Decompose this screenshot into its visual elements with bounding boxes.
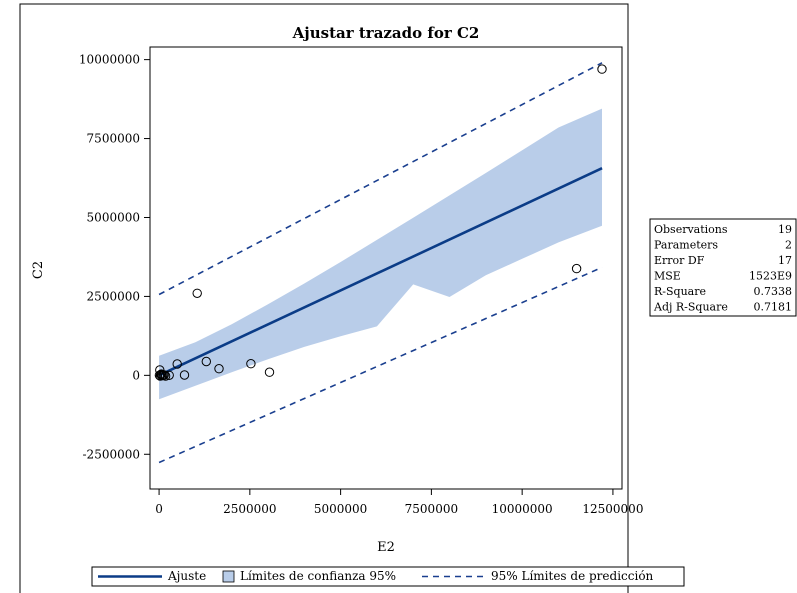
stats-value: 2: [785, 239, 792, 252]
data-point: [179, 370, 190, 380]
legend-confidence-swatch: [222, 570, 235, 583]
prediction-lower-line: [158, 266, 603, 464]
x-tick-label: 12500000: [582, 502, 643, 516]
y-tick-label: 0: [132, 368, 140, 382]
x-tick-label: 2500000: [223, 502, 276, 516]
stats-value: 0.7338: [754, 285, 793, 298]
x-tick-label: 7500000: [405, 502, 458, 516]
data-point: [159, 370, 169, 380]
y-axis: -2500000 0 2500000 5000000 7500000 10000000: [79, 53, 150, 461]
stats-value: 17: [778, 254, 792, 267]
data-point: [154, 370, 165, 380]
stats-label: Parameters: [654, 239, 718, 252]
fit-line: [158, 167, 603, 377]
stats-label: Adj R-Square: [653, 301, 728, 314]
stats-label: R-Square: [654, 285, 706, 298]
y-tick-label: 5000000: [87, 210, 140, 224]
data-point: [201, 356, 212, 367]
x-axis-label: E2: [377, 540, 395, 555]
data-point: [246, 359, 256, 369]
stats-value: 0.7181: [754, 301, 793, 314]
data-point: [264, 367, 275, 377]
figure-border: [19, 3, 629, 593]
y-tick-label: 10000000: [79, 53, 140, 67]
confidence-band-layer: [159, 108, 602, 400]
legend-fit-label: Ajuste: [167, 569, 206, 583]
legend-prediction-label: 95% Límites de predicción: [491, 569, 654, 583]
prediction-band-layer: [158, 62, 603, 464]
legend-confidence-label: Límites de confianza 95%: [240, 569, 396, 583]
fit-statistics-table: Observations 19 Parameters 2 Error DF 17 MSE 15…: [649, 218, 797, 317]
x-tick-label: 10000000: [492, 502, 553, 516]
stats-box: [649, 218, 797, 317]
data-point: [155, 371, 165, 381]
chart-title: Ajustar trazado for C2: [292, 24, 480, 42]
y-tick-label: 7500000: [87, 132, 140, 146]
stats-label: Error DF: [654, 254, 705, 267]
points-layer: [154, 64, 607, 381]
stats-value: 1523E9: [749, 270, 792, 283]
data-point: [571, 263, 582, 274]
y-axis-label: C2: [31, 261, 46, 279]
data-point: [214, 364, 224, 374]
x-tick-label: 0: [155, 502, 163, 516]
stats-label: MSE: [654, 270, 681, 283]
data-point: [172, 359, 182, 369]
data-point: [192, 288, 202, 298]
legend-box: [91, 566, 685, 587]
x-tick-label: 5000000: [314, 502, 367, 516]
legend: Ajuste Límites de confianza 95% 95% Límite…: [91, 566, 685, 587]
data-point: [597, 64, 607, 74]
y-tick-label: 2500000: [87, 289, 140, 303]
stats-label: Observations: [654, 223, 728, 236]
fit-line-layer: [158, 167, 603, 377]
y-tick-label: -2500000: [83, 447, 141, 461]
stats-value: 19: [778, 223, 792, 236]
confidence-band: [159, 108, 602, 400]
x-axis: 0 2500000 5000000 7500000 10000000 12500000: [155, 489, 643, 516]
